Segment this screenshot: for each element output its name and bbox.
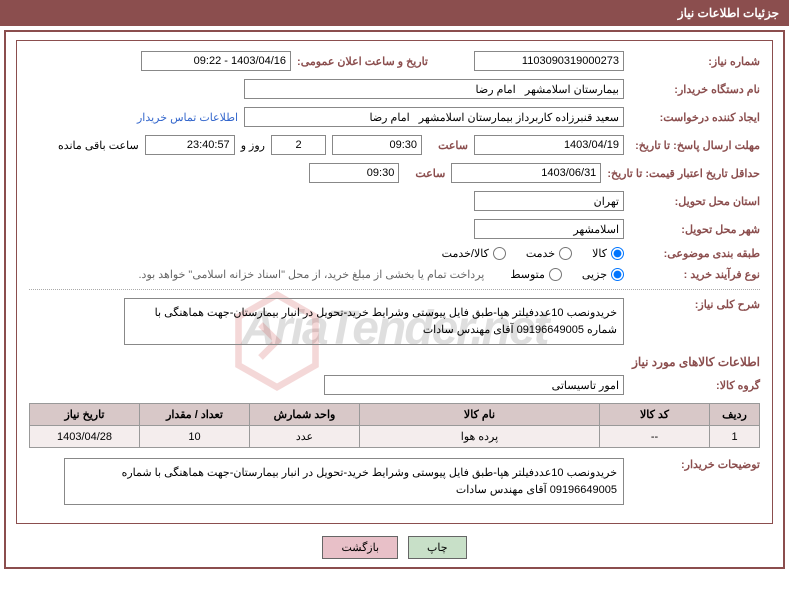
proc-partial-radio[interactable] [611, 268, 624, 281]
form-container: AriaTender.net شماره نیاز: تاریخ و ساعت … [16, 40, 773, 524]
cat-service-option[interactable]: خدمت [526, 247, 572, 260]
city-label: شهر محل تحویل: [630, 223, 760, 236]
cell-num: 1 [710, 426, 760, 448]
process-radio-group: جزیی متوسط [510, 268, 624, 281]
announce-field [141, 51, 291, 71]
th-name: نام کالا [360, 404, 600, 426]
validity-time-field [309, 163, 399, 183]
group-field [324, 375, 624, 395]
deadline-date-field [474, 135, 624, 155]
items-section-title: اطلاعات کالاهای مورد نیاز [29, 355, 760, 369]
days-label: روز و [241, 139, 265, 152]
buyer-org-field [244, 79, 624, 99]
buyer-notes-box: خریدونصب 10عددفیلتر هپا-طبق فایل پیوستی … [64, 458, 624, 505]
validity-date-field [451, 163, 601, 183]
cat-both-radio[interactable] [493, 247, 506, 260]
cat-both-option[interactable]: کالا/خدمت [442, 247, 506, 260]
proc-partial-option[interactable]: جزیی [582, 268, 624, 281]
th-code: کد کالا [600, 404, 710, 426]
time-label-1: ساعت [428, 139, 468, 152]
cat-service-radio[interactable] [559, 247, 572, 260]
button-row: چاپ بازگشت [16, 536, 773, 559]
category-radio-group: کالا خدمت کالا/خدمت [442, 247, 624, 260]
cell-date: 1403/04/28 [30, 426, 140, 448]
th-row: ردیف [710, 404, 760, 426]
desc-label: شرح کلی نیاز: [630, 298, 760, 311]
buyer-notes-label: توضیحات خریدار: [630, 458, 760, 471]
cat-goods-radio[interactable] [611, 247, 624, 260]
proc-medium-option[interactable]: متوسط [510, 268, 562, 281]
page-header: جزئیات اطلاعات نیاز [0, 0, 789, 26]
province-field [474, 191, 624, 211]
th-qty: تعداد / مقدار [140, 404, 250, 426]
days-remain-field [271, 135, 326, 155]
need-no-field [474, 51, 624, 71]
deadline-label: مهلت ارسال پاسخ: تا تاریخ: [630, 139, 760, 152]
table-row: 1 -- پرده هوا عدد 10 1403/04/28 [30, 426, 760, 448]
group-label: گروه کالا: [630, 379, 760, 392]
back-button[interactable]: بازگشت [322, 536, 398, 559]
cell-unit: عدد [250, 426, 360, 448]
requester-field [244, 107, 624, 127]
requester-label: ایجاد کننده درخواست: [630, 111, 760, 124]
page-title: جزئیات اطلاعات نیاز [678, 6, 779, 20]
hours-label: ساعت باقی مانده [58, 139, 139, 152]
print-button[interactable]: چاپ [408, 536, 467, 559]
category-label: طبقه بندی موضوعی: [630, 247, 760, 260]
th-date: تاریخ نیاز [30, 404, 140, 426]
payment-note: پرداخت تمام یا بخشی از مبلغ خرید، از محل… [139, 268, 485, 281]
need-no-label: شماره نیاز: [630, 55, 760, 68]
cell-qty: 10 [140, 426, 250, 448]
validity-label: حداقل تاریخ اعتبار قیمت: تا تاریخ: [607, 167, 760, 180]
process-label: نوع فرآیند خرید : [630, 268, 760, 281]
buyer-org-label: نام دستگاه خریدار: [630, 83, 760, 96]
hours-remain-field [145, 135, 235, 155]
time-label-2: ساعت [405, 167, 445, 180]
deadline-time-field [332, 135, 422, 155]
city-field [474, 219, 624, 239]
th-unit: واحد شمارش [250, 404, 360, 426]
desc-box: خریدونصب 10عددفیلتر هپا-طبق فایل پیوستی … [124, 298, 624, 345]
proc-medium-radio[interactable] [549, 268, 562, 281]
cat-goods-option[interactable]: کالا [592, 247, 624, 260]
items-table: ردیف کد کالا نام کالا واحد شمارش تعداد /… [29, 403, 760, 448]
province-label: استان محل تحویل: [630, 195, 760, 208]
announce-label: تاریخ و ساعت اعلان عمومی: [297, 55, 428, 68]
cell-code: -- [600, 426, 710, 448]
cell-name: پرده هوا [360, 426, 600, 448]
outer-container: AriaTender.net شماره نیاز: تاریخ و ساعت … [4, 30, 785, 569]
contact-link[interactable]: اطلاعات تماس خریدار [137, 111, 238, 124]
